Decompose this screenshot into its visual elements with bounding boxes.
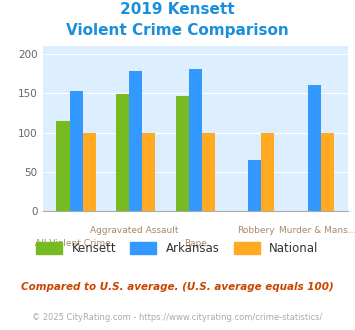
Text: Aggravated Assault: Aggravated Assault [90,226,179,235]
Legend: Kensett, Arkansas, National: Kensett, Arkansas, National [32,237,323,259]
Bar [308,85,321,211]
Bar [176,96,189,211]
Bar [56,121,70,211]
Bar [261,133,274,211]
Bar [116,94,129,211]
Bar [129,71,142,211]
Bar [202,133,215,211]
Bar [321,133,334,211]
Text: Compared to U.S. average. (U.S. average equals 100): Compared to U.S. average. (U.S. average … [21,282,334,292]
Bar [83,133,96,211]
Bar [189,69,202,211]
Text: 2019 Kensett: 2019 Kensett [120,2,235,16]
Bar [70,91,83,211]
Text: © 2025 CityRating.com - https://www.cityrating.com/crime-statistics/: © 2025 CityRating.com - https://www.city… [32,314,323,322]
Text: Violent Crime Comparison: Violent Crime Comparison [66,23,289,38]
Text: Robbery: Robbery [237,226,275,235]
Bar [248,160,261,211]
Text: All Violent Crime: All Violent Crime [35,239,111,248]
Text: Rape: Rape [184,239,207,248]
Bar [142,133,155,211]
Text: Murder & Mans...: Murder & Mans... [279,226,355,235]
